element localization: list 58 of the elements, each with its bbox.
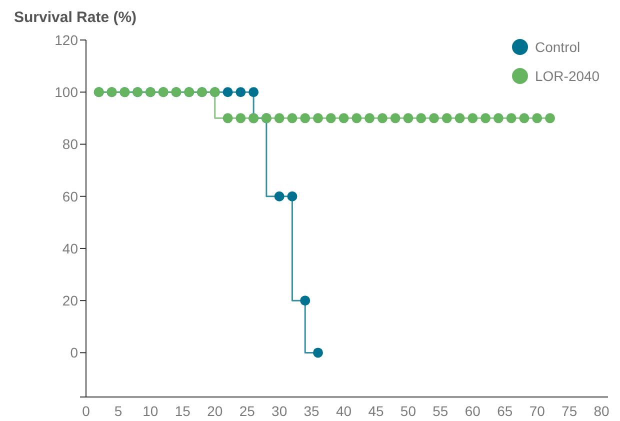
x-tick-label: 20 [207, 403, 223, 419]
x-tick-label: 5 [114, 403, 122, 419]
point [468, 113, 478, 124]
point [313, 348, 323, 358]
point [377, 113, 388, 124]
point [403, 113, 414, 124]
point [313, 113, 323, 124]
x-tick-label: 70 [529, 403, 546, 419]
point [545, 113, 555, 124]
point [493, 113, 504, 124]
x-tick-label: 35 [304, 403, 320, 419]
x-tick-label: 10 [142, 403, 158, 419]
x-tick-label: 30 [272, 403, 288, 419]
y-axis-title: Survival Rate (%) [14, 9, 137, 26]
point [364, 113, 375, 124]
y-tick-label: 20 [62, 292, 78, 308]
point [480, 113, 491, 124]
x-tick-label: 55 [432, 403, 448, 419]
point [300, 296, 310, 306]
x-tick-label: 50 [400, 403, 416, 419]
point [274, 191, 284, 202]
x-tick-label: 40 [336, 403, 352, 419]
legend-label: LOR-2040 [535, 68, 600, 84]
point [326, 113, 336, 124]
point [442, 113, 452, 124]
point [287, 113, 298, 124]
point [429, 113, 439, 124]
point [248, 87, 259, 98]
y-tick-label: 80 [62, 136, 78, 152]
x-tick-label: 0 [82, 403, 90, 419]
point [300, 113, 310, 124]
x-tick-label: 60 [464, 403, 481, 419]
point [416, 113, 426, 124]
point [222, 87, 233, 98]
point [454, 113, 465, 124]
y-tick-label: 0 [70, 344, 78, 361]
point [287, 191, 298, 202]
y-tick-label: 120 [54, 32, 78, 48]
point [274, 113, 284, 124]
point [222, 113, 233, 124]
y-tick-label: 40 [62, 240, 78, 256]
x-tick-label: 15 [174, 403, 191, 419]
x-tick-label: 45 [368, 403, 384, 419]
x-tick-label: 75 [562, 403, 578, 419]
point [338, 113, 349, 124]
point [390, 113, 400, 124]
x-tick-label: 25 [239, 403, 256, 419]
point [532, 113, 542, 124]
legend-label: Control [535, 38, 580, 55]
point [519, 113, 530, 124]
point [236, 87, 246, 98]
x-tick-label: 65 [497, 403, 513, 419]
x-tick-label: 80 [594, 403, 610, 419]
point [506, 113, 516, 124]
y-tick-label: 60 [62, 188, 78, 204]
y-tick-label: 100 [54, 84, 78, 100]
point [236, 113, 246, 124]
point [352, 113, 362, 124]
